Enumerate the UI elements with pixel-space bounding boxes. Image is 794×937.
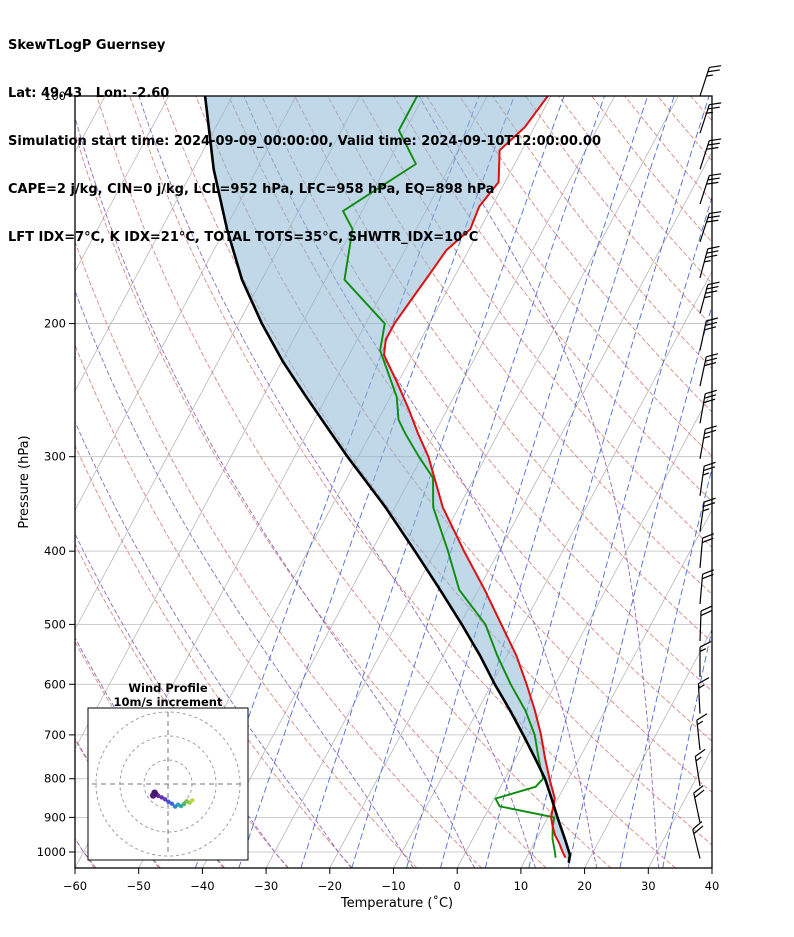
hodograph-subtitle: 10m/s increment	[114, 695, 223, 709]
svg-text:300: 300	[44, 450, 66, 464]
cape-indices-line: CAPE=2 j/kg, CIN=0 j/kg, LCL=952 hPa, LF…	[8, 182, 495, 197]
wind-barbs	[692, 65, 722, 859]
profile-curves	[203, 96, 572, 863]
svg-text:900: 900	[44, 810, 66, 824]
svg-text:500: 500	[44, 617, 66, 631]
svg-text:0: 0	[454, 879, 461, 893]
svg-text:400: 400	[44, 544, 66, 558]
svg-text:200: 200	[44, 317, 66, 331]
x-axis-label: Temperature (˚C)	[340, 895, 453, 911]
hodograph-title: Wind Profile	[128, 681, 208, 695]
svg-text:1000: 1000	[37, 845, 66, 859]
page-title: SkewTLogP Guernsey	[8, 38, 166, 53]
svg-text:700: 700	[44, 728, 66, 742]
svg-text:−30: −30	[254, 879, 278, 893]
svg-text:−40: −40	[190, 879, 214, 893]
cape-shading	[205, 96, 570, 862]
svg-text:800: 800	[44, 772, 66, 786]
svg-text:−60: −60	[63, 879, 87, 893]
hodograph-inset: Wind Profile 10m/s increment	[87, 681, 249, 861]
svg-text:10: 10	[514, 879, 529, 893]
svg-text:100: 100	[44, 89, 66, 103]
svg-text:600: 600	[44, 677, 66, 691]
latlon-line: Lat: 49.43 Lon: -2.60	[8, 86, 170, 101]
sim-time-line: Simulation start time: 2024-09-09_00:00:…	[8, 134, 601, 149]
svg-text:40: 40	[705, 879, 720, 893]
svg-text:−10: −10	[381, 879, 405, 893]
svg-text:20: 20	[577, 879, 592, 893]
svg-text:−20: −20	[318, 879, 342, 893]
svg-text:30: 30	[641, 879, 656, 893]
y-axis-label: Pressure (hPa)	[17, 435, 32, 528]
svg-text:−50: −50	[127, 879, 151, 893]
chart-header: SkewTLogP Guernsey Lat: 49.43 Lon: -2.60…	[8, 6, 601, 278]
lifted-indices-line: LFT IDX=7°C, K IDX=21°C, TOTAL TOTS=35°C…	[8, 230, 479, 245]
